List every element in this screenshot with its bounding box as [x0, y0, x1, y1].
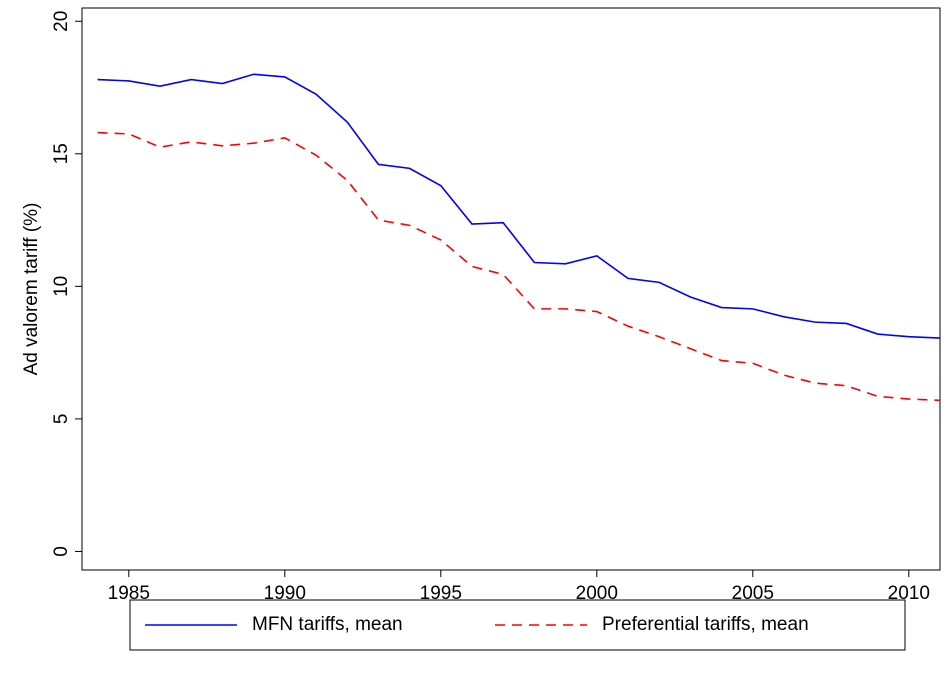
- series-line: [97, 73, 941, 339]
- legend-label: Preferential tariffs, mean: [602, 614, 809, 635]
- x-tick-label: 2010: [888, 583, 930, 604]
- y-axis-title: Ad valorem tariff (%): [21, 203, 42, 376]
- series-line: [97, 131, 941, 402]
- x-tick-label: 2000: [576, 583, 618, 604]
- x-tick-label: 1990: [264, 583, 306, 604]
- y-tick-label: 10: [51, 276, 72, 297]
- x-tick-label: 1995: [420, 583, 462, 604]
- x-tick-label: 2005: [732, 583, 774, 604]
- y-tick-label: 0: [51, 546, 72, 557]
- y-tick-label: 20: [51, 11, 72, 32]
- x-tick-label: 1985: [108, 583, 150, 604]
- plot-frame: [81, 7, 941, 571]
- legend-label: MFN tariffs, mean: [252, 614, 403, 635]
- y-tick-label: 15: [51, 143, 72, 164]
- y-tick-label: 5: [51, 414, 72, 425]
